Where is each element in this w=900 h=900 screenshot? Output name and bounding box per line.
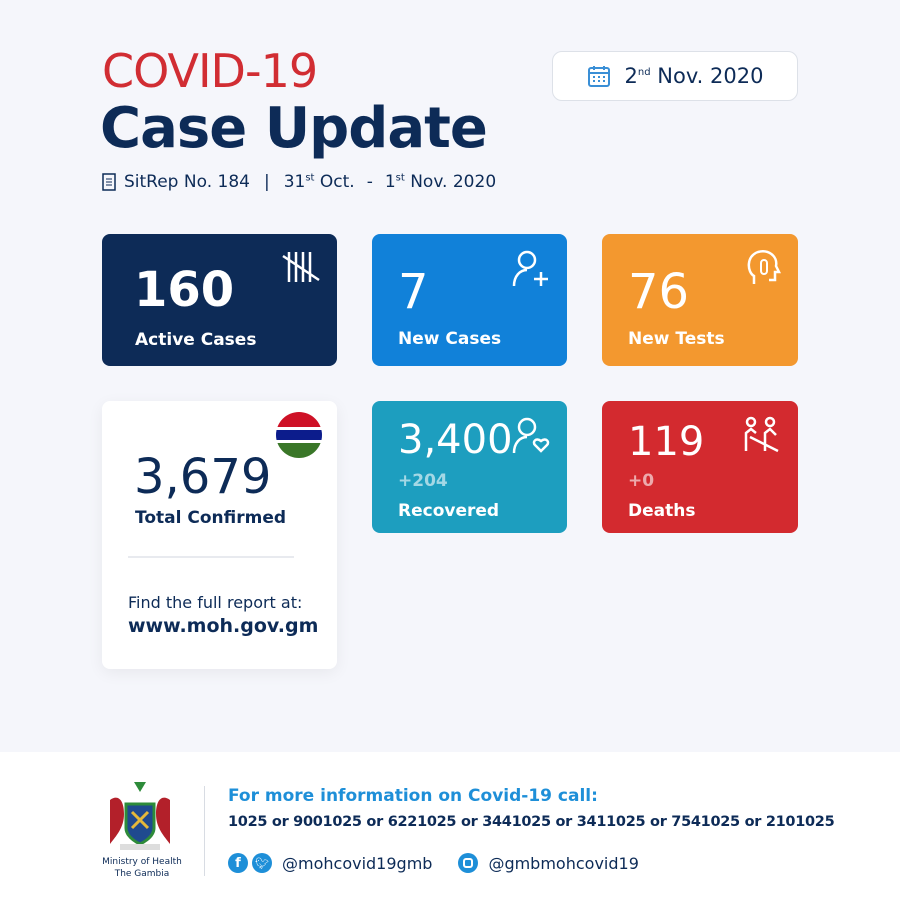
gambia-flag-icon	[276, 412, 322, 458]
new-cases-label: New Cases	[398, 329, 502, 349]
document-icon	[102, 173, 116, 191]
calendar-icon	[587, 66, 610, 87]
title-covid: COVID-19	[102, 44, 318, 98]
coat-of-arms-logo	[110, 782, 170, 850]
divider	[128, 556, 294, 558]
deaths-delta: +0	[628, 471, 655, 491]
deaths-value: 119	[628, 419, 705, 465]
sitrep-number: SitRep No. 184	[124, 172, 250, 192]
new-cases-value: 7	[398, 264, 429, 320]
thermometer-head-icon	[747, 250, 782, 284]
active-value: 160	[134, 262, 235, 318]
recovered-label: Recovered	[398, 501, 500, 521]
new-tests-label: New Tests	[628, 329, 725, 349]
footer-divider	[204, 786, 205, 876]
user-heart-icon	[512, 417, 550, 454]
deaths-label: Deaths	[628, 501, 696, 521]
card-new-tests: 76 New Tests	[602, 234, 798, 366]
dash: -	[366, 172, 373, 192]
range-start: 31st Oct.	[283, 172, 355, 192]
ministry-name: Ministry of Health The Gambia	[102, 857, 182, 879]
twitter-icon[interactable]: 🐦︎	[252, 853, 272, 873]
add-user-icon	[512, 250, 548, 287]
handle-instagram[interactable]: @gmbmohcovid19	[488, 853, 639, 873]
instagram-icon[interactable]	[458, 853, 479, 873]
separator: |	[263, 172, 270, 192]
new-tests-value: 76	[628, 264, 690, 320]
recovered-value: 3,400	[398, 417, 513, 463]
sitrep-line: SitRep No. 184 | 31st Oct. - 1st Nov. 20…	[102, 172, 496, 192]
card-new-cases: 7 New Cases	[372, 234, 567, 366]
total-label: Total Confirmed	[135, 508, 287, 528]
date-badge: 2nd Nov. 2020	[552, 51, 798, 101]
info-title: For more information on Covid-19 call:	[228, 786, 598, 806]
date-text: 2nd Nov. 2020	[624, 64, 764, 88]
total-value: 3,679	[134, 449, 272, 505]
active-label: Active Cases	[135, 330, 257, 350]
range-end: 1st Nov. 2020	[384, 172, 497, 192]
handle-facebook-twitter[interactable]: @mohcovid19gmb	[282, 853, 433, 873]
phone-numbers: 1025 or 9001025 or 6221025 or 3441025 or…	[228, 814, 835, 830]
card-active-cases: 160 Active Cases	[102, 234, 337, 366]
card-total-confirmed: 3,679 Total Confirmed Find the full repo…	[102, 401, 337, 669]
report-text: Find the full report at:	[128, 593, 303, 612]
card-recovered: 3,400 +204 Recovered	[372, 401, 567, 533]
card-deaths: 119 +0 Deaths	[602, 401, 798, 533]
facebook-icon[interactable]: f	[228, 853, 248, 873]
recovered-delta: +204	[398, 471, 448, 491]
report-link[interactable]: www.moh.gov.gm	[128, 615, 319, 637]
footer: Ministry of Health The Gambia For more in…	[0, 752, 900, 900]
people-icon	[744, 416, 779, 453]
tally-icon	[282, 252, 320, 282]
page-title: Case Update	[100, 96, 488, 161]
social-handles: f 🐦︎ @mohcovid19gmb @gmbmohcovid19	[228, 853, 639, 873]
